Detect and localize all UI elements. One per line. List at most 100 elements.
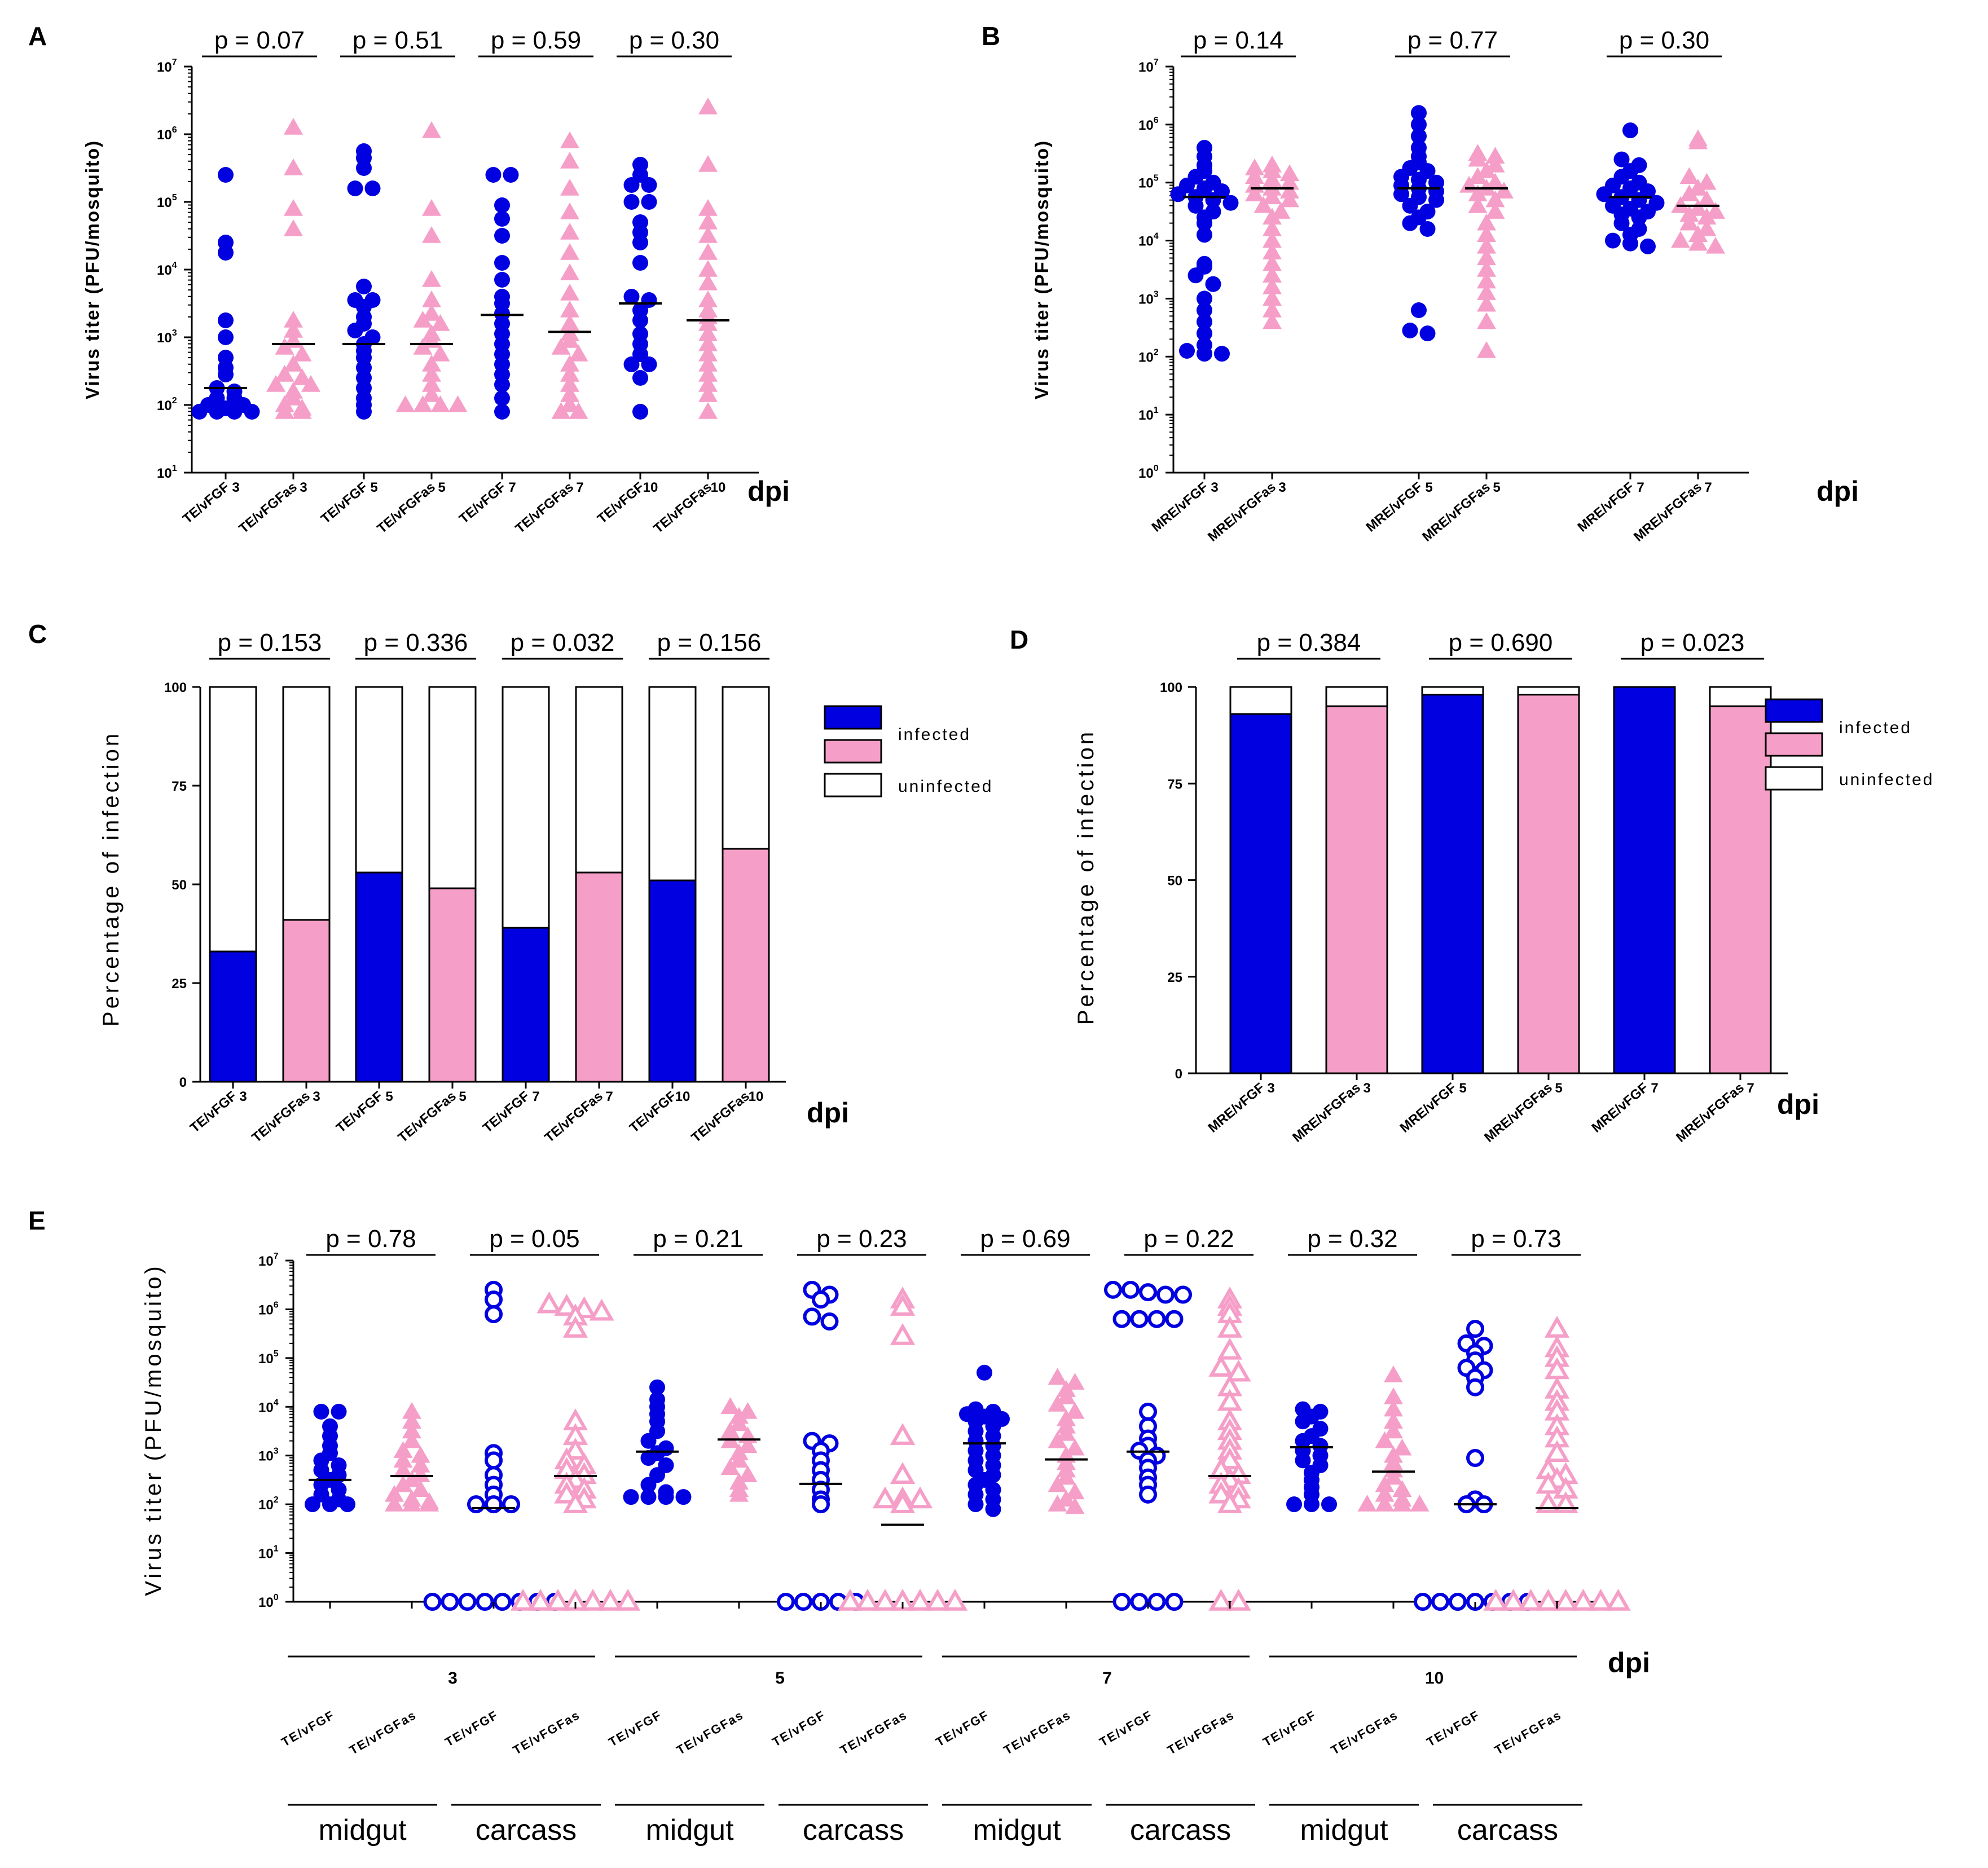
tissue-label: midgut xyxy=(318,1814,407,1847)
series-tevfgf-3 xyxy=(191,167,260,420)
data-point-triangle xyxy=(1280,182,1299,199)
data-point-triangle xyxy=(698,98,718,114)
dpi-group-label: 7 xyxy=(1102,1669,1112,1688)
p-value: p = 0.032 xyxy=(511,629,615,657)
data-point-circle xyxy=(1411,105,1427,121)
data-point-circle xyxy=(1147,1593,1166,1611)
data-point-circle xyxy=(1104,1280,1122,1299)
bar-infected xyxy=(502,927,550,1083)
data-point-triangle xyxy=(1065,1497,1085,1514)
x-axis-title: dpi xyxy=(1817,475,1859,507)
data-point-circle xyxy=(640,1489,657,1505)
data-point-circle xyxy=(1139,1283,1157,1302)
data-point-triangle xyxy=(527,1588,553,1611)
x-category-label: TE/vFGF xyxy=(1424,1708,1483,1750)
data-point-circle xyxy=(1295,1452,1311,1469)
data-point-circle xyxy=(1121,1280,1140,1299)
x-category-label: TE/vFGF xyxy=(456,479,509,527)
data-point-triangle xyxy=(890,1588,916,1611)
data-point-triangle xyxy=(890,1294,916,1316)
data-point-triangle xyxy=(1477,248,1496,266)
data-point-circle xyxy=(1321,1496,1337,1513)
x-category-label: TE/vFGFas xyxy=(650,479,714,536)
data-point-triangle xyxy=(1553,1588,1578,1611)
data-point-circle xyxy=(640,1477,657,1493)
data-point-circle xyxy=(1605,232,1621,249)
data-point-triangle xyxy=(1245,158,1264,175)
y-tick-label: 107 xyxy=(157,58,177,75)
data-point-triangle xyxy=(1263,231,1282,248)
data-point-triangle xyxy=(422,385,441,402)
x-category-label: TE/vFGF xyxy=(318,479,371,527)
data-point-triangle xyxy=(872,1588,898,1611)
tissue-label: carcass xyxy=(476,1814,577,1847)
y-tick-label: 105 xyxy=(258,1349,279,1367)
data-point-triangle xyxy=(1357,1495,1377,1512)
data-point-triangle xyxy=(720,1397,740,1415)
data-point-circle xyxy=(977,1364,992,1381)
x-category-label: TE/vFGFas xyxy=(512,479,576,536)
data-point-triangle xyxy=(1384,1412,1403,1429)
x-category-label: TE/vFGFas xyxy=(674,1708,746,1757)
x-axis-title: dpi xyxy=(747,475,790,507)
data-point-triangle xyxy=(1254,196,1273,213)
data-point-triangle xyxy=(393,1475,413,1492)
x-dpi-number: 5 xyxy=(370,480,377,495)
data-point-circle xyxy=(1414,1593,1432,1611)
data-point-triangle xyxy=(1384,1421,1403,1439)
data-point-triangle xyxy=(1688,132,1708,149)
dpi-group-label: 5 xyxy=(775,1669,785,1688)
x-dpi-number: 3 xyxy=(1278,480,1286,495)
tissue-label: carcass xyxy=(803,1814,904,1847)
data-point-circle xyxy=(649,1379,665,1395)
data-point-triangle xyxy=(1485,155,1505,173)
series-mrevfgf-5 xyxy=(1393,105,1444,342)
x-category-label: TE/vFGFas xyxy=(511,1708,583,1757)
p-value: p = 0.153 xyxy=(218,629,322,657)
data-point-circle xyxy=(1428,192,1444,208)
y-tick-label: 103 xyxy=(1138,289,1159,307)
x-dpi-number: 7 xyxy=(1747,1081,1754,1096)
data-point-triangle xyxy=(422,375,441,392)
y-tick-label: 75 xyxy=(1167,777,1182,792)
series-midgut-tevfgfas-10 xyxy=(1357,1365,1430,1512)
data-point-circle xyxy=(820,1312,839,1331)
x-category-label: MRE/vFGF xyxy=(1397,1080,1459,1136)
data-point-triangle xyxy=(275,365,294,382)
data-point-triangle xyxy=(1688,179,1708,196)
data-point-triangle xyxy=(1217,1491,1243,1513)
data-point-circle xyxy=(1393,186,1409,202)
data-point-triangle xyxy=(1048,1368,1067,1385)
data-point-circle xyxy=(244,404,260,420)
x-category-label: MRE/vFGF xyxy=(1206,1080,1268,1136)
data-point-triangle xyxy=(402,1431,421,1448)
data-point-triangle xyxy=(925,1588,951,1611)
data-point-triangle xyxy=(411,1446,430,1463)
data-point-triangle xyxy=(1065,1482,1085,1500)
data-point-triangle xyxy=(1483,1588,1508,1611)
data-point-triangle xyxy=(393,1460,413,1478)
data-point-triangle xyxy=(1671,196,1690,213)
p-value: p = 0.78 xyxy=(326,1225,416,1253)
data-point-circle xyxy=(1466,1378,1484,1396)
data-point-triangle xyxy=(1697,208,1717,225)
data-point-triangle xyxy=(422,121,441,138)
series-mrevfgfas-7 xyxy=(1671,129,1725,254)
data-point-circle xyxy=(623,194,640,210)
y-tick-label: 106 xyxy=(1138,116,1159,133)
data-point-circle xyxy=(632,404,648,420)
data-point-triangle xyxy=(1477,179,1496,196)
x-dpi-number: 3 xyxy=(1363,1081,1370,1096)
data-point-triangle xyxy=(1217,1337,1243,1360)
legend-swatch-vfgfas xyxy=(824,739,882,764)
data-point-circle xyxy=(623,1489,639,1505)
data-point-triangle xyxy=(1384,1468,1403,1485)
data-point-triangle xyxy=(1671,231,1690,248)
y-tick-label: 101 xyxy=(258,1544,279,1562)
bar-uninfected xyxy=(428,686,477,889)
legend-swatch-vfgfas xyxy=(1765,732,1823,757)
x-dpi-number: 7 xyxy=(1704,480,1712,495)
data-point-circle xyxy=(476,1593,494,1611)
series-midgut-tevfgfas-7 xyxy=(1045,1368,1088,1514)
data-point-circle xyxy=(1466,1449,1484,1468)
